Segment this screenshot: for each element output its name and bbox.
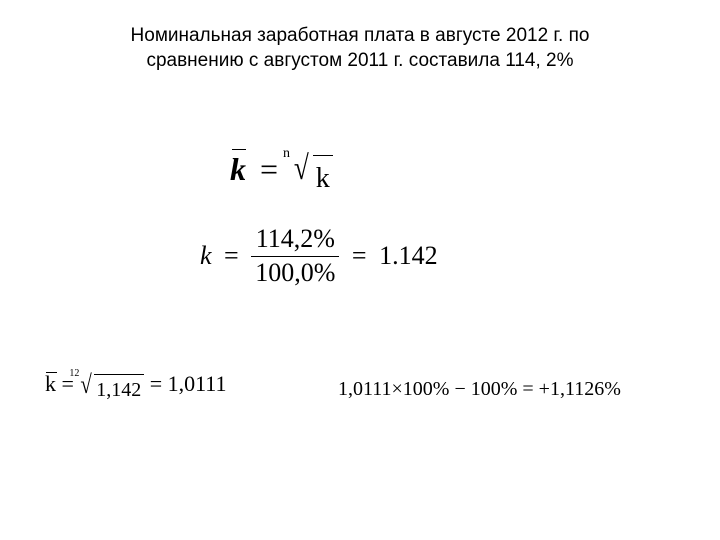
title-line-1: Номинальная заработная плата в августе 2… <box>131 25 590 46</box>
radical-sign: √ <box>294 150 309 188</box>
k-symbol: k <box>200 241 212 270</box>
root-index: n <box>283 146 290 162</box>
title-line-2: сравнению с августом 2011 г. составила 1… <box>146 50 573 71</box>
formula-twelfth-root: k = 12 √ 1,142 = 1,0111 <box>45 370 227 402</box>
radicand: k <box>316 163 330 194</box>
root-index: 12 <box>69 368 79 379</box>
nth-root: n √ k <box>292 150 333 195</box>
slide-title: Номинальная заработная плата в августе 2… <box>0 0 720 73</box>
percent-calculation: 1,0111×100% − 100% = +1,1126% <box>338 378 621 400</box>
twelfth-root: 12 √ 1,142 <box>79 370 144 402</box>
equals-sign: = <box>224 241 239 270</box>
radicand: 1,142 <box>96 379 141 401</box>
radical-sign: √ <box>81 370 92 400</box>
equals-sign: = <box>150 371 168 396</box>
equals-sign: = <box>260 151 278 187</box>
denominator: 100,0% <box>251 257 339 288</box>
k-bar-symbol: k <box>230 151 246 188</box>
result-value: 1,0111 <box>168 371 227 396</box>
equals-sign: = <box>352 241 367 270</box>
formula-root-definition: k = n √ k <box>230 150 333 195</box>
numerator: 114,2% <box>251 225 339 257</box>
fraction: 114,2% 100,0% <box>251 225 339 287</box>
k-bar-symbol: k <box>45 371 56 397</box>
formula-fraction: k = 114,2% 100,0% = 1.142 <box>200 225 438 287</box>
result-value: 1.142 <box>379 241 438 270</box>
formula-percent-change: 1,0111×100% − 100% = +1,1126% <box>338 378 621 401</box>
